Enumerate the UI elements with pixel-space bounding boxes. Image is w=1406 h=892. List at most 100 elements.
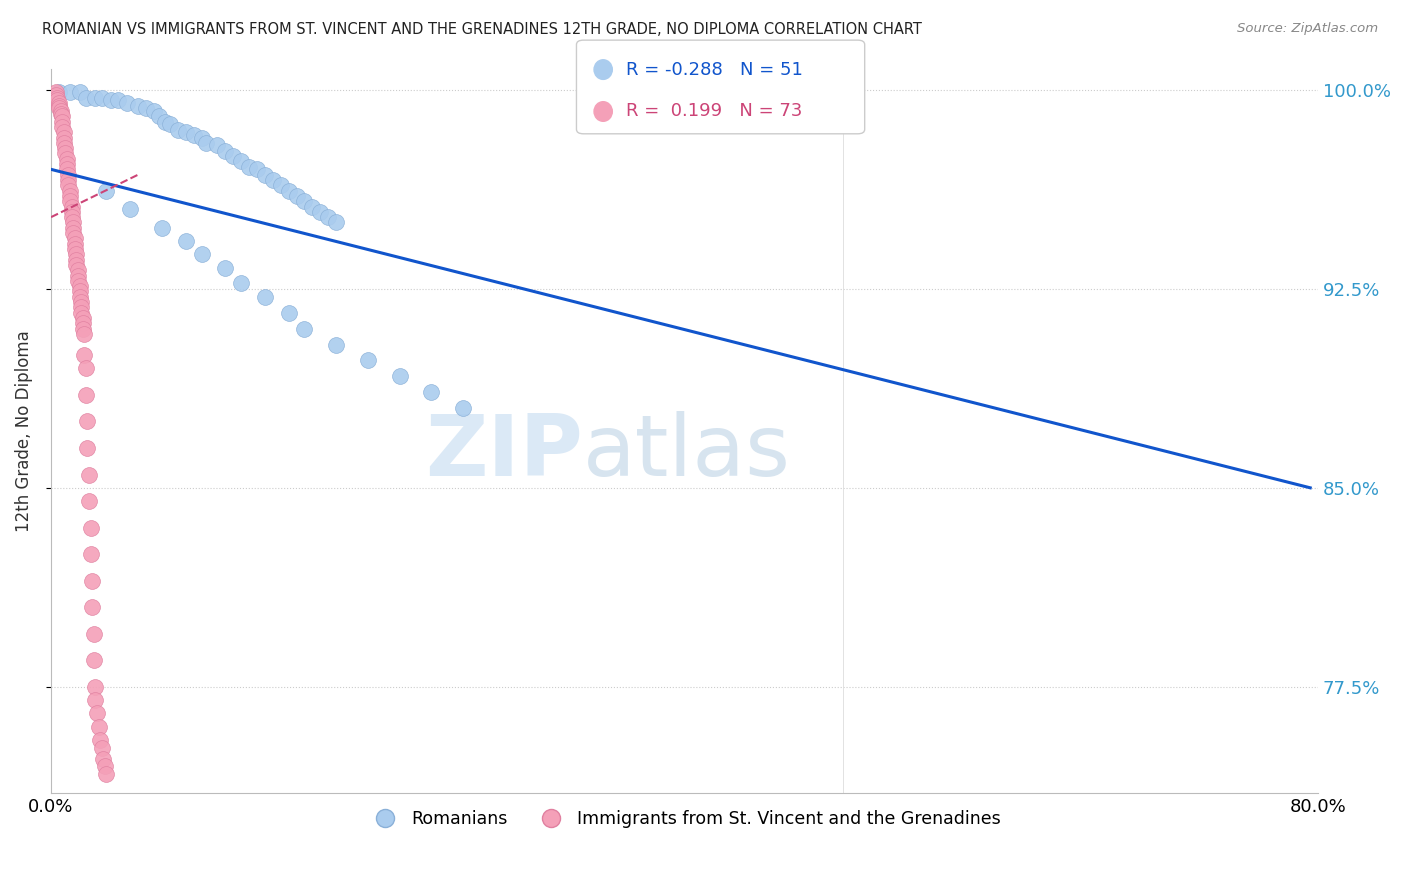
Point: [94, 759, 117, 773]
Point: [86, 706, 108, 721]
Point: [79, 547, 101, 561]
Text: R = -0.288   N = 51: R = -0.288 N = 51: [626, 61, 803, 78]
Point: [77, 494, 100, 508]
Point: [46, 94, 69, 108]
Point: [75, 91, 97, 105]
Point: [238, 160, 260, 174]
Point: [56, 162, 79, 177]
Point: [63, 242, 86, 256]
Point: [100, 94, 122, 108]
Point: [83, 627, 105, 641]
Point: [277, 184, 299, 198]
Point: [70, 295, 93, 310]
Point: [294, 321, 316, 335]
Point: [73, 348, 96, 362]
Point: [52, 130, 75, 145]
Point: [91, 751, 114, 765]
Point: [127, 98, 149, 112]
Point: [62, 226, 84, 240]
Point: [72, 321, 94, 335]
Point: [96, 184, 118, 198]
Point: [246, 162, 269, 177]
Point: [46, 91, 69, 105]
Point: [214, 260, 236, 275]
Point: [51, 109, 73, 123]
Y-axis label: 12th Grade, No Diploma: 12th Grade, No Diploma: [15, 330, 32, 532]
Point: [70, 301, 93, 315]
Text: atlas: atlas: [583, 411, 792, 494]
Point: [84, 680, 107, 694]
Point: [65, 247, 87, 261]
Point: [222, 149, 245, 163]
Point: [49, 103, 72, 118]
Point: [325, 337, 347, 351]
Point: [58, 178, 80, 193]
Point: [153, 114, 176, 128]
Point: [325, 215, 347, 229]
Point: [183, 128, 205, 142]
Point: [45, 88, 67, 103]
Point: [277, 306, 299, 320]
Point: [294, 194, 316, 209]
Legend: Romanians, Immigrants from St. Vincent and the Grenadines: Romanians, Immigrants from St. Vincent a…: [361, 803, 1008, 835]
Point: [75, 361, 97, 376]
Point: [51, 114, 73, 128]
Point: [96, 767, 118, 781]
Point: [70, 306, 93, 320]
Point: [48, 86, 70, 100]
Point: [285, 189, 308, 203]
Point: [190, 130, 212, 145]
Point: [66, 268, 89, 283]
Point: [52, 125, 75, 139]
Point: [166, 122, 188, 136]
Point: [66, 263, 89, 277]
Point: [82, 574, 104, 588]
Point: [51, 120, 73, 134]
Point: [79, 521, 101, 535]
Point: [143, 103, 166, 118]
Point: [59, 189, 82, 203]
Point: [115, 95, 138, 110]
Point: [270, 178, 292, 193]
Point: [73, 326, 96, 341]
Point: [63, 236, 86, 251]
Point: [63, 231, 86, 245]
Point: [150, 220, 173, 235]
Point: [72, 310, 94, 325]
Point: [148, 109, 170, 123]
Point: [195, 136, 218, 150]
Point: [52, 136, 75, 150]
Point: [214, 144, 236, 158]
Point: [76, 415, 98, 429]
Point: [72, 316, 94, 330]
Point: [316, 210, 339, 224]
Point: [301, 200, 323, 214]
Point: [60, 200, 83, 214]
Point: [309, 204, 332, 219]
Point: [253, 290, 276, 304]
Point: [56, 152, 79, 166]
Point: [48, 98, 70, 112]
Point: [262, 173, 284, 187]
Point: [60, 210, 83, 224]
Point: [190, 247, 212, 261]
Point: [90, 740, 112, 755]
Point: [357, 353, 380, 368]
Point: [87, 720, 110, 734]
Point: [207, 138, 229, 153]
Point: [58, 173, 80, 187]
Point: [48, 95, 70, 110]
Text: Source: ZipAtlas.com: Source: ZipAtlas.com: [1237, 22, 1378, 36]
Point: [62, 215, 84, 229]
Point: [229, 277, 252, 291]
Point: [451, 401, 474, 416]
Point: [388, 369, 411, 384]
Point: [69, 290, 91, 304]
Point: [82, 600, 104, 615]
Point: [107, 94, 129, 108]
Point: [69, 279, 91, 293]
Point: [135, 101, 157, 115]
Point: [48, 101, 70, 115]
Point: [75, 388, 97, 402]
Point: [65, 252, 87, 267]
